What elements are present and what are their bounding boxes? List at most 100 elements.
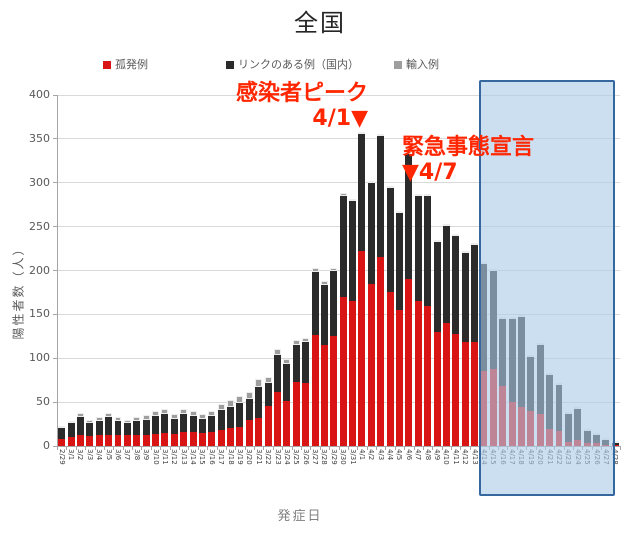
x-tick-mark [300, 446, 302, 450]
segment-isolated [58, 438, 66, 446]
y-tick-label-150: 150 [29, 307, 50, 321]
segment-linked [311, 272, 319, 336]
bar-4/8 [424, 193, 432, 446]
legend-label-imported: 輸入例 [406, 58, 439, 71]
segment-linked [264, 382, 272, 406]
x-tick-label-3/12: 3/12 [170, 449, 179, 465]
x-tick-label-3/1: 3/1 [67, 449, 76, 461]
x-tick-mark [394, 446, 396, 450]
segment-imported [76, 412, 84, 418]
annotation-state-of-emergency: 緊急事態宣言 ▼4/7 [402, 135, 534, 185]
bar-3/21 [255, 379, 263, 446]
gridline-100 [57, 357, 620, 359]
x-tick-mark [103, 446, 105, 450]
bar-3/30 [339, 193, 347, 446]
x-tick-label-3/13: 3/13 [179, 449, 188, 465]
x-tick-mark [291, 446, 293, 450]
segment-isolated [386, 292, 394, 446]
y-tick-mark [53, 138, 57, 140]
bar-3/14 [189, 410, 197, 446]
segment-linked [227, 407, 235, 429]
segment-isolated [433, 331, 441, 446]
x-tick-label-3/8: 3/8 [132, 449, 141, 461]
segment-linked [377, 136, 385, 258]
segment-linked [170, 418, 178, 434]
y-tick-mark [53, 357, 57, 359]
segment-isolated [86, 436, 94, 446]
y-tick-mark [53, 226, 57, 228]
x-tick-label-4/5: 4/5 [395, 449, 404, 461]
bar-3/1 [67, 421, 75, 446]
x-tick-label-4/2: 4/2 [367, 449, 376, 461]
x-axis-title: 発症日 [277, 509, 323, 524]
bar-3/23 [274, 348, 281, 446]
bar-4/4 [386, 186, 394, 446]
y-tick-label-300: 300 [29, 175, 50, 189]
legend-swatch-red [103, 61, 111, 69]
x-tick-mark [244, 446, 246, 450]
gridline-150 [57, 313, 620, 315]
bar-3/7 [123, 419, 131, 446]
segment-isolated [377, 257, 385, 446]
segment-isolated [236, 426, 244, 446]
x-tick-mark [235, 446, 237, 450]
segment-isolated [320, 345, 328, 446]
bar-3/15 [198, 414, 206, 446]
x-tick-label-3/4: 3/4 [95, 449, 104, 461]
x-tick-mark [338, 446, 340, 450]
segment-imported [433, 239, 441, 242]
segment-linked [471, 245, 479, 343]
x-tick-mark [57, 446, 58, 450]
segment-linked [396, 213, 403, 310]
segment-imported [133, 417, 141, 421]
segment-imported [367, 180, 375, 183]
segment-isolated [198, 432, 206, 446]
x-tick-label-4/4: 4/4 [386, 449, 395, 461]
bar-3/10 [152, 410, 159, 446]
x-tick-mark [404, 446, 406, 450]
segment-isolated [105, 434, 113, 446]
segment-linked [442, 225, 450, 324]
segment-isolated [95, 435, 103, 446]
segment-linked [76, 417, 84, 436]
y-tick-label-250: 250 [29, 219, 50, 233]
segment-isolated [161, 432, 169, 446]
segment-linked [208, 416, 216, 432]
segment-linked [123, 423, 131, 436]
x-tick-mark [413, 446, 415, 450]
y-tick-label-200: 200 [29, 263, 50, 277]
x-tick-label-3/9: 3/9 [142, 449, 151, 461]
bar-2/29 [58, 426, 66, 446]
segment-imported [414, 193, 422, 196]
segment-linked [198, 418, 206, 433]
x-tick-mark [160, 446, 162, 450]
segment-imported [58, 426, 66, 429]
x-tick-label-3/6: 3/6 [113, 449, 122, 461]
x-tick-label-4/6: 4/6 [404, 449, 413, 461]
x-tick-mark [132, 446, 134, 450]
segment-imported [292, 339, 300, 346]
segment-imported [189, 410, 197, 417]
segment-linked [189, 416, 197, 432]
x-tick-mark [225, 446, 227, 450]
segment-isolated [142, 434, 150, 446]
x-tick-mark [197, 446, 199, 450]
segment-imported [255, 379, 263, 388]
segment-isolated [358, 251, 366, 446]
x-tick-label-3/2: 3/2 [76, 449, 85, 461]
segment-isolated [264, 405, 272, 446]
segment-linked [414, 195, 422, 302]
y-tick-label-0: 0 [43, 439, 50, 452]
x-tick-mark [178, 446, 180, 450]
bar-3/3 [86, 419, 94, 446]
highlight-region [478, 80, 616, 496]
x-tick-label-3/31: 3/31 [348, 449, 357, 465]
annotation-soe-line2: ▼4/7 [402, 159, 458, 185]
legend-label-isolated: 孤発例 [115, 58, 148, 71]
x-tick-label-3/29: 3/29 [329, 449, 338, 465]
segment-imported [180, 409, 188, 415]
segment-imported [264, 376, 272, 383]
segment-imported [170, 414, 178, 419]
x-tick-mark [141, 446, 143, 450]
segment-imported [95, 417, 103, 421]
